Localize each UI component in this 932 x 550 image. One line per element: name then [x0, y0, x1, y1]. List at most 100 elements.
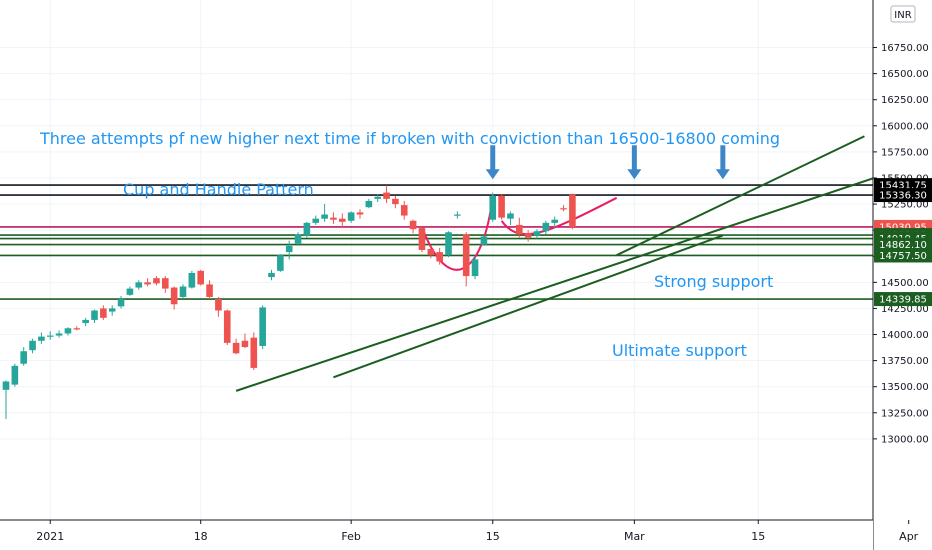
y-tick-label: 16500.00	[881, 69, 929, 80]
candle-body	[507, 213, 514, 219]
x-tick-label: Feb	[341, 530, 360, 543]
candle-body	[569, 194, 576, 228]
candle-body	[356, 212, 364, 215]
arrow-shaft	[631, 145, 637, 172]
candle-body	[480, 236, 488, 245]
candle-body	[82, 319, 89, 324]
candle-body	[471, 259, 479, 277]
x-tick-label: 18	[194, 530, 208, 543]
candle-body	[2, 381, 10, 390]
candle-body	[197, 270, 204, 285]
x-tick-label: 15	[751, 530, 765, 543]
y-tick-label: 16000.00	[881, 121, 929, 132]
candle-body	[153, 278, 160, 284]
candle-body	[436, 252, 443, 262]
price-scale[interactable]	[873, 0, 932, 550]
time-scale[interactable]	[0, 520, 873, 550]
level-tag	[874, 188, 932, 203]
candle-body	[223, 310, 231, 343]
strong-support-annotation: Strong support	[654, 272, 773, 291]
trendline	[333, 234, 724, 379]
candle-body	[533, 231, 541, 236]
arrow-shaft	[720, 145, 726, 172]
candle-body	[294, 234, 302, 244]
level-tag-label: 15030.95	[879, 222, 927, 233]
candle-body	[188, 272, 196, 288]
candle-body	[46, 335, 54, 337]
candle-body	[215, 299, 222, 311]
candle-body	[135, 282, 143, 288]
candle-body	[524, 233, 532, 238]
candle-body	[303, 222, 311, 236]
y-tick-label: 14500.00	[881, 278, 929, 289]
y-tick-label: 16250.00	[881, 95, 929, 106]
candle-body	[312, 218, 320, 223]
x-tick-label: Mar	[624, 530, 645, 543]
y-tick-label: 15750.00	[881, 147, 929, 158]
down-arrow-icon	[715, 145, 730, 180]
currency-badge	[890, 5, 916, 23]
y-tick-label: 13000.00	[881, 434, 929, 445]
arrow-head	[715, 169, 730, 180]
attempt-arrows	[485, 145, 730, 180]
ultimate-support-annotation: Ultimate support	[612, 341, 747, 360]
y-tick-label: 13750.00	[881, 356, 929, 367]
candle-body	[339, 218, 346, 222]
trendlines	[235, 135, 932, 392]
candle-body	[20, 351, 27, 364]
candle-body	[374, 196, 381, 199]
candle-body	[462, 234, 470, 277]
candle-body	[241, 340, 249, 348]
candle-body	[179, 286, 187, 297]
x-tick-label: 2021	[36, 530, 64, 543]
candle-body	[560, 208, 567, 210]
candle-body	[321, 214, 328, 219]
y-tick-label: 13500.00	[881, 382, 929, 393]
level-tag-label: 14757.50	[879, 251, 927, 262]
candles	[2, 185, 576, 420]
price-level-tags: 15431.7515336.3015030.9514953.1514919.45…	[874, 178, 932, 307]
candle-body	[268, 272, 275, 278]
candle-body	[383, 192, 390, 199]
candle-body	[38, 336, 45, 341]
trendline	[235, 157, 932, 392]
candle-body	[498, 195, 505, 218]
candle-body	[117, 299, 125, 307]
candle-body	[170, 287, 178, 305]
cup-curve	[421, 194, 494, 271]
level-tag	[874, 248, 932, 263]
currency-label: INR	[894, 10, 911, 21]
y-tick-label: 14000.00	[881, 330, 929, 341]
candle-body	[64, 328, 72, 334]
candle-body	[418, 228, 426, 250]
candle-body	[73, 328, 81, 330]
candle-body	[259, 307, 266, 346]
pattern-annotation: Cup and Handle Pattern	[123, 180, 314, 199]
candle-body	[445, 232, 452, 256]
candle-body	[206, 284, 213, 297]
candle-body	[11, 365, 19, 385]
candle-body	[489, 195, 497, 220]
trendline	[616, 135, 865, 257]
candle-body	[232, 342, 240, 354]
level-tag-label: 14339.85	[879, 295, 927, 306]
candle-body	[91, 310, 98, 320]
candle-body	[347, 212, 355, 221]
candle-body	[551, 219, 558, 223]
candle-body	[162, 278, 169, 289]
x-tick-label: Apr	[899, 530, 919, 543]
candle-body	[454, 214, 461, 216]
level-tag	[874, 292, 932, 307]
y-tick-label: 13250.00	[881, 408, 929, 419]
candle-body	[400, 205, 408, 216]
candle-body	[392, 198, 399, 205]
level-tag-label: 14862.10	[879, 240, 927, 251]
candle-body	[29, 340, 36, 351]
arrow-head	[627, 169, 642, 180]
candle-body	[427, 248, 435, 256]
candle-body	[285, 245, 293, 253]
arrow-head	[485, 169, 500, 180]
candle-body	[250, 337, 258, 368]
candle-body	[144, 282, 151, 285]
